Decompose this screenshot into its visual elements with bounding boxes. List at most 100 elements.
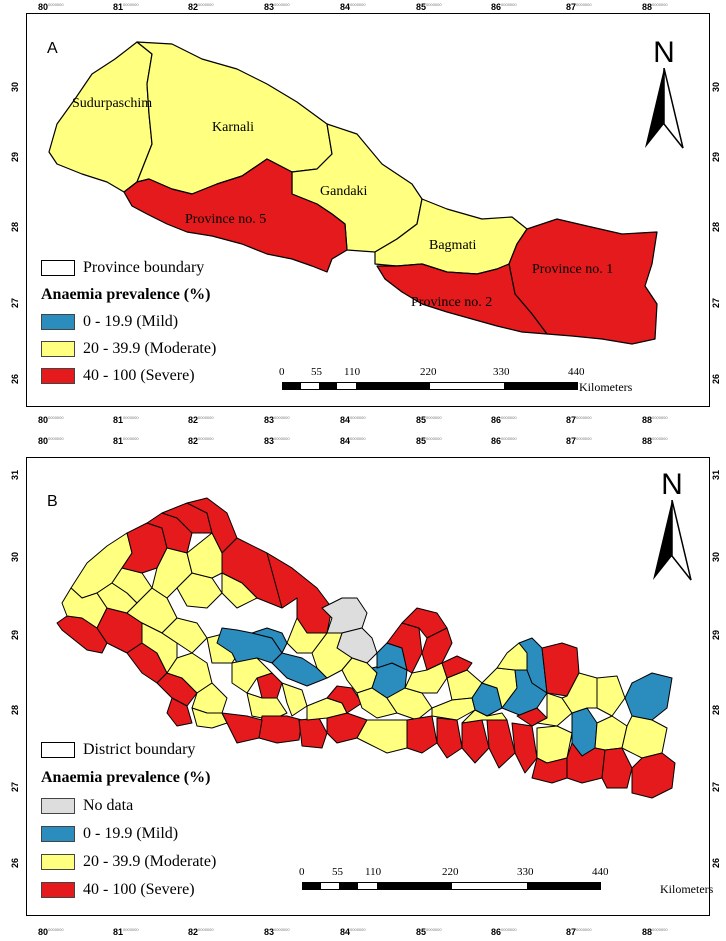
scale-tick: 0 [299,866,305,878]
district[interactable] [258,715,303,744]
latitude-tick: 26 [711,857,722,869]
latitude-tick: 30 [10,81,21,93]
district[interactable] [221,572,258,609]
legend-boundary-label: District boundary [83,741,196,758]
longitude-tick: 840000000 [340,415,366,425]
district[interactable] [511,722,538,774]
district[interactable] [596,675,626,717]
legend-item-label: 40 - 100 (Severe) [83,367,195,384]
longitude-tick: 860000000 [491,927,517,937]
scale-tick: 330 [493,366,510,378]
longitude-tick: 840000000 [340,2,366,12]
scale-tick: 0 [279,366,285,378]
legend-item-label: 0 - 19.9 (Mild) [83,825,179,842]
latitude-tick: 28 [711,221,722,233]
map-panel-a: A N Sudurpaschim Karnali Gandaki Provinc… [26,13,710,407]
scale-unit: Kilometers [660,882,714,896]
longitude-tick: 820000000 [188,436,214,446]
district-map [56,497,676,799]
latitude-tick: 27 [711,781,722,793]
panel-a-letter: A [47,40,58,57]
label-province-2: Province no. 2 [411,295,493,310]
district[interactable] [281,682,308,717]
longitude-tick: 870000000 [566,927,592,937]
district[interactable] [631,752,676,799]
label-gandaki: Gandaki [320,184,368,199]
district[interactable] [461,709,508,724]
scale-tick: 220 [420,366,437,378]
district[interactable] [286,617,328,654]
longitude-tick: 870000000 [566,2,592,12]
province-map [48,41,658,345]
district[interactable] [231,657,273,694]
longitude-tick: 860000000 [491,2,517,12]
district[interactable] [356,719,408,754]
district[interactable] [436,717,463,759]
latitude-tick: 29 [10,629,21,641]
label-province-1: Province no. 1 [532,262,614,277]
scale-bar-graphic [302,882,601,890]
legend-item-label: 20 - 39.9 (Moderate) [83,853,217,870]
latitude-tick: 31 [10,469,21,481]
legend-item-label: 20 - 39.9 (Moderate) [83,340,217,357]
legend-title: Anaemia prevalence (%) [41,286,211,303]
district[interactable] [246,692,288,721]
district[interactable] [298,717,328,749]
district[interactable] [141,622,178,674]
district[interactable] [461,719,490,764]
longitude-tick: 820000000 [188,2,214,12]
district[interactable] [404,662,448,694]
longitude-tick: 800000000 [38,2,64,12]
district[interactable] [486,719,516,769]
legend-swatch-no-data [41,798,75,814]
scale-unit: Kilometers [579,380,633,394]
longitude-tick: 840000000 [340,436,366,446]
district[interactable] [221,712,263,744]
district[interactable] [624,672,673,721]
label-sudurpaschim: Sudurpaschim [72,96,153,111]
longitude-tick: 880000000 [642,927,668,937]
latitude-tick: 26 [10,857,21,869]
panel-b-letter: B [47,493,58,510]
longitude-tick: 800000000 [38,927,64,937]
longitude-tick: 850000000 [416,927,442,937]
longitude-tick: 820000000 [188,927,214,937]
region-province-5[interactable] [123,158,348,273]
longitude-tick: 880000000 [642,2,668,12]
north-arrow-icon [653,499,692,581]
district[interactable] [518,637,548,694]
legend-a: Province boundary Anaemia prevalence (%)… [41,254,216,389]
district[interactable] [621,715,668,759]
map-panel-b: B N District boundary Anaemia prevalence… [26,457,713,916]
legend-swatch-severe [41,367,75,384]
north-arrow-a: N [639,38,689,155]
legend-swatch-mild [41,313,75,330]
scale-bar-b: 0 55 110 220 330 440 Kilometers [299,866,713,896]
latitude-tick: 29 [711,629,722,641]
region-province-2[interactable] [376,263,548,335]
longitude-tick: 850000000 [416,2,442,12]
north-arrow-icon [645,67,684,149]
longitude-tick: 800000000 [38,415,64,425]
district[interactable] [531,757,568,784]
district[interactable] [441,655,473,679]
region-sudurpaschim[interactable] [48,41,153,193]
legend-item-label: 0 - 19.9 (Mild) [83,313,179,330]
scale-tick: 440 [592,866,609,878]
district[interactable] [561,672,598,714]
legend-swatch-severe [41,882,75,898]
scale-bar-graphic [282,382,578,390]
legend-swatch-moderate [41,340,75,357]
label-province-5: Province no. 5 [185,212,267,227]
latitude-tick: 28 [10,704,21,716]
district[interactable] [406,715,438,754]
legend-boundary-label: Province boundary [83,259,205,276]
longitude-tick: 830000000 [264,436,290,446]
district[interactable] [601,747,633,789]
district[interactable] [166,697,193,727]
latitude-tick: 30 [711,551,722,563]
district[interactable] [321,597,368,634]
scale-tick: 330 [517,866,534,878]
longitude-tick: 880000000 [642,415,668,425]
scale-tick: 55 [311,366,322,378]
